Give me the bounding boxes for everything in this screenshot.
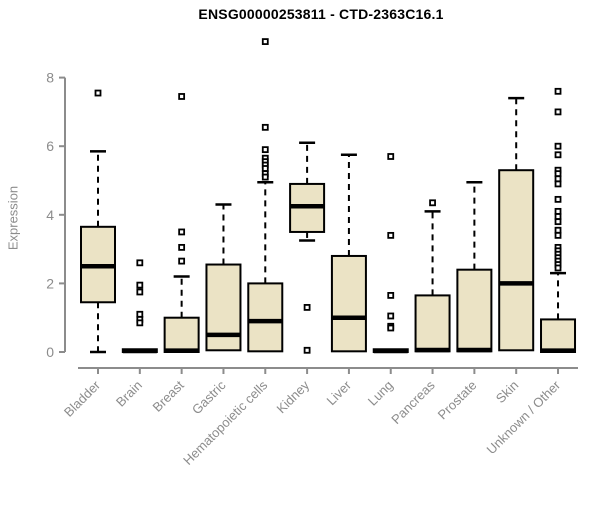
outlier-point — [554, 218, 562, 226]
box — [456, 268, 493, 353]
outlier-point — [261, 173, 269, 181]
box — [247, 282, 284, 353]
outlier-point — [178, 228, 186, 236]
outlier-point — [178, 257, 186, 265]
outlier-point — [94, 89, 102, 97]
x-tick-label: Bladder — [61, 377, 104, 420]
outlier-point — [429, 199, 436, 207]
outlier-point — [554, 195, 562, 203]
x-tick-label: Pancreas — [388, 377, 438, 427]
outlier-point — [554, 108, 562, 116]
box — [330, 254, 367, 353]
box — [498, 169, 535, 352]
x-tick-label: Lung — [365, 378, 396, 409]
outlier-point — [136, 288, 144, 296]
outlier-point — [261, 38, 269, 45]
outlier-point — [554, 142, 562, 150]
box — [205, 263, 242, 352]
outlier-point — [261, 146, 269, 154]
outlier-point — [554, 180, 562, 188]
outlier-point — [554, 264, 562, 272]
outlier-point — [303, 304, 311, 311]
outlier-point — [387, 153, 395, 160]
outlier-point — [261, 123, 269, 131]
box — [163, 316, 200, 354]
x-tick-label: Prostate — [435, 378, 480, 423]
outlier-point — [178, 243, 186, 251]
outlier-point — [136, 259, 144, 267]
y-tick-label: 2 — [46, 275, 54, 291]
y-axis-label: Expression — [5, 185, 21, 251]
y-tick-label: 8 — [46, 70, 54, 86]
x-tick-label: Liver — [324, 377, 355, 408]
box — [540, 318, 577, 354]
outlier-point — [554, 87, 562, 95]
outlier-point — [136, 319, 144, 327]
outlier-point — [303, 346, 311, 354]
x-tick-label: Unknown / Other — [484, 377, 564, 457]
x-tick-label: Breast — [150, 377, 187, 414]
outlier-point — [387, 231, 395, 239]
outlier-point — [387, 324, 395, 332]
chart-title: ENSG00000253811 - CTD-2363C16.1 — [198, 6, 444, 22]
y-tick-label: 4 — [46, 207, 54, 223]
outlier-point — [554, 151, 562, 159]
x-tick-label: Kidney — [274, 377, 313, 416]
y-tick-label: 6 — [46, 138, 54, 154]
y-tick-label: 0 — [46, 344, 54, 360]
x-tick-label: Brain — [113, 378, 145, 410]
outlier-point — [554, 231, 562, 239]
x-tick-label: Gastric — [189, 377, 229, 417]
x-tick-label: Skin — [493, 378, 521, 406]
outlier-point — [387, 312, 395, 320]
outlier-point — [178, 93, 186, 100]
outlier-point — [387, 292, 395, 299]
box — [414, 294, 451, 353]
outlier-point — [136, 281, 144, 289]
